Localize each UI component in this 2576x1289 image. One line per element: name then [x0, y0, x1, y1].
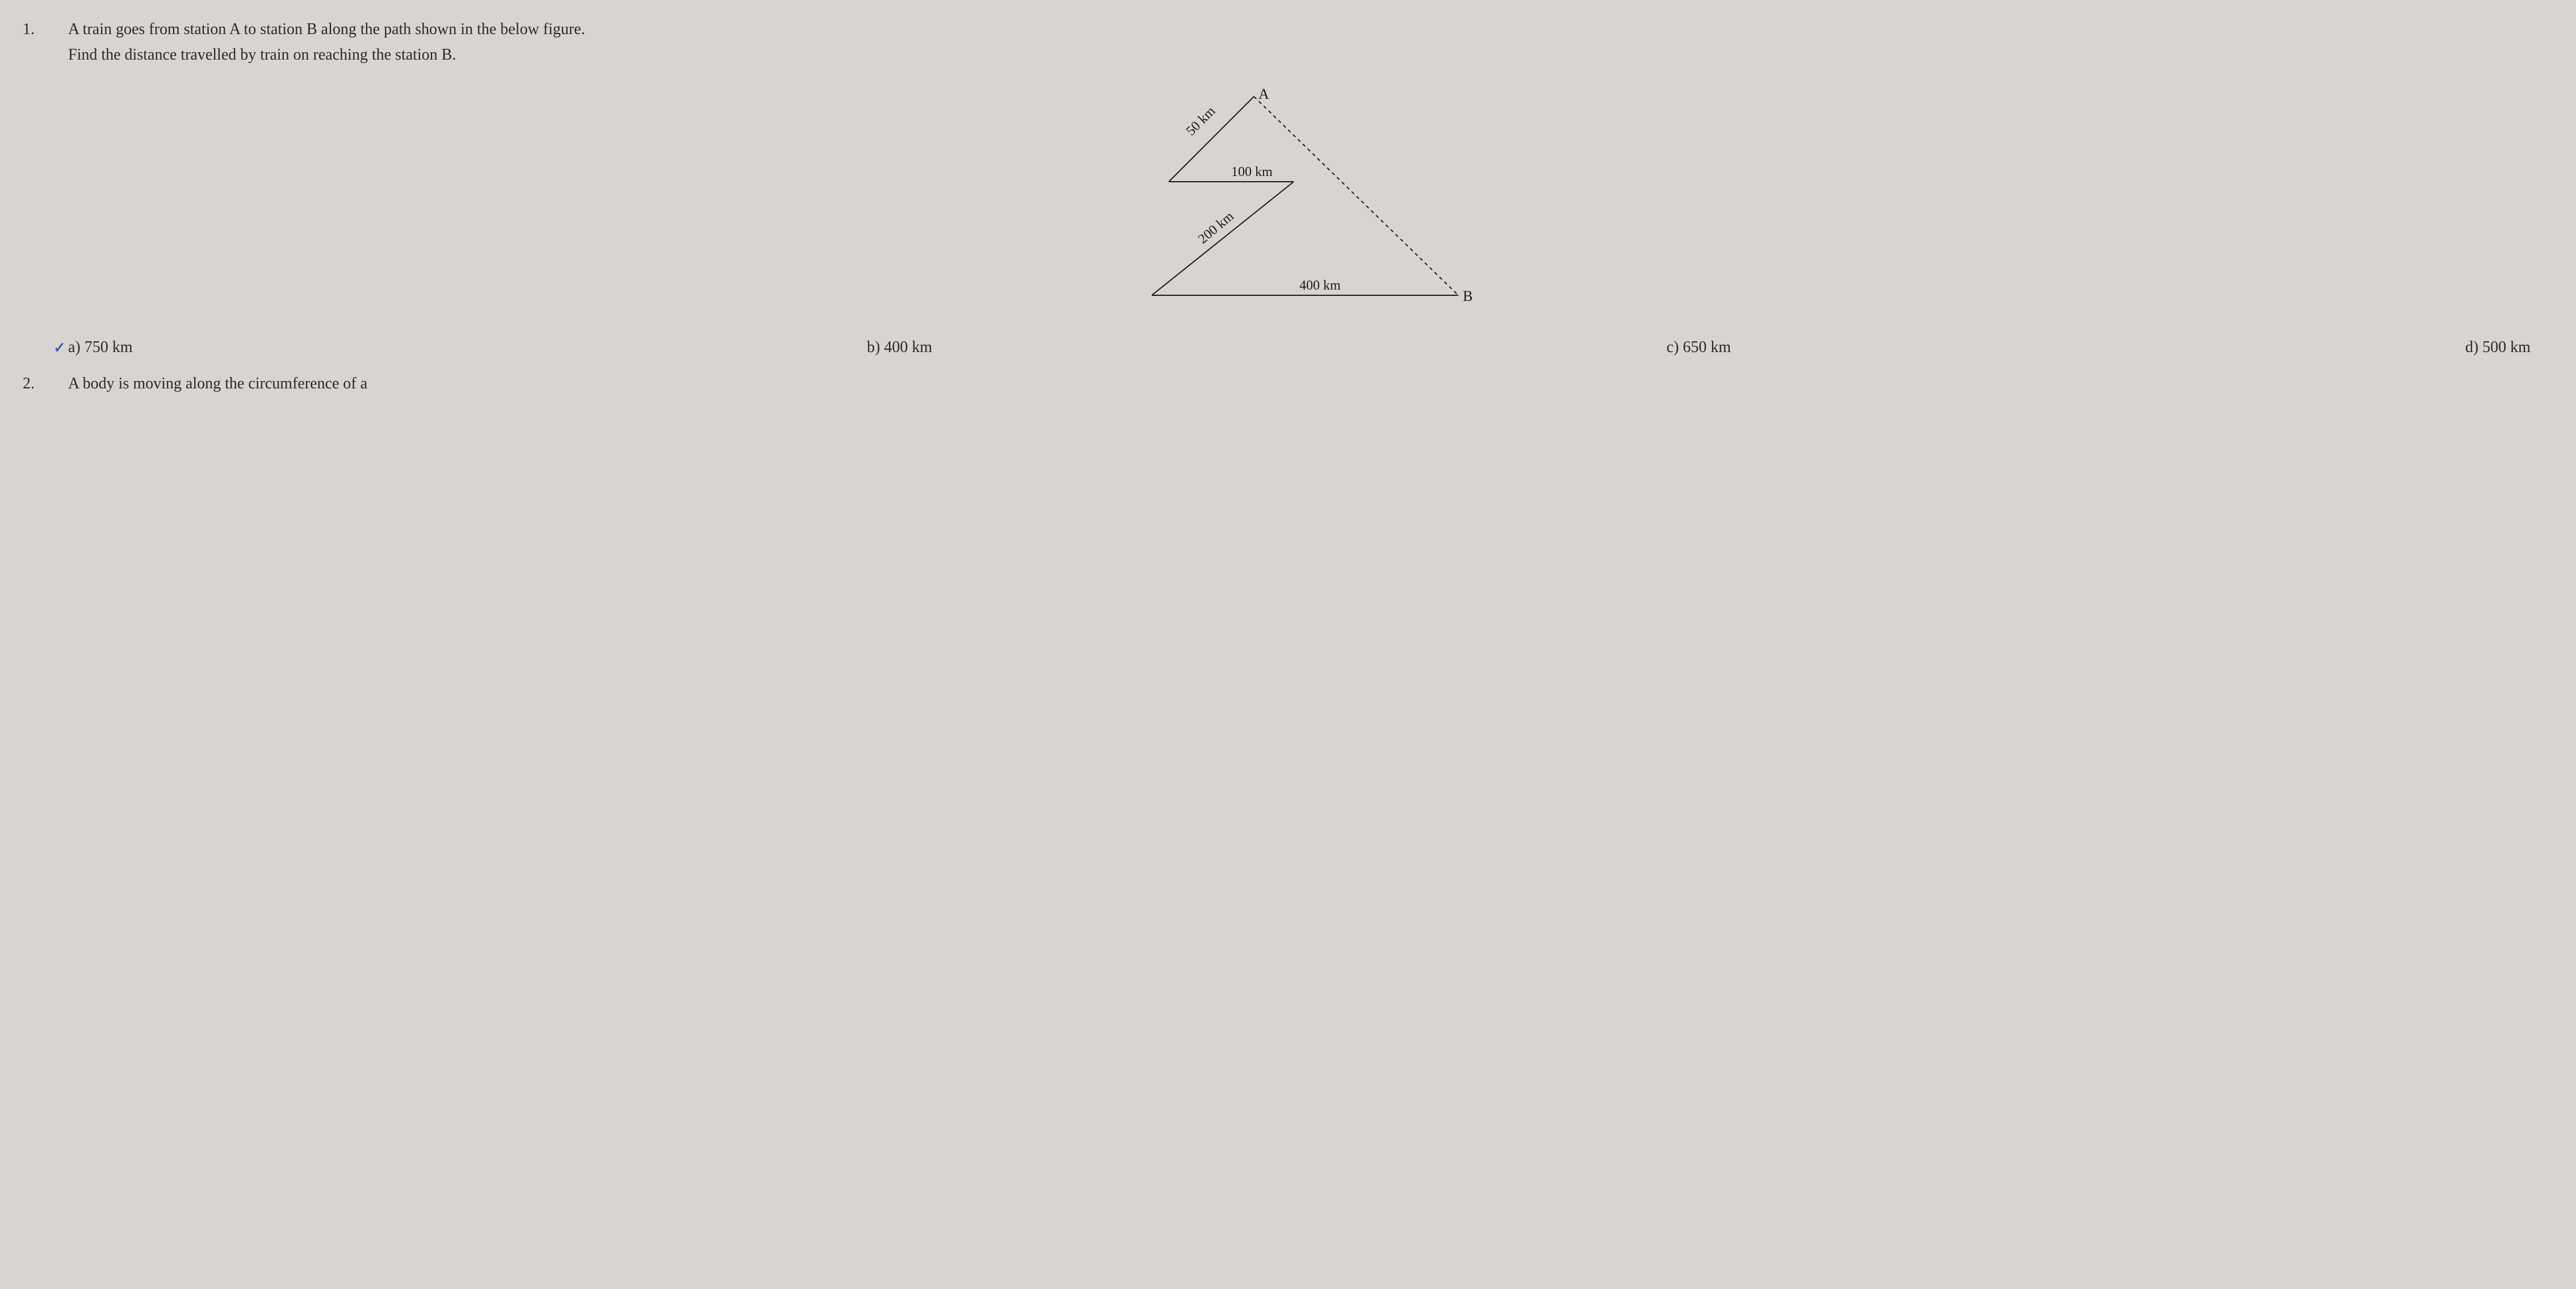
question-1-line2: Find the distance travelled by train on …	[68, 43, 2553, 68]
tick-icon: ✓	[53, 336, 66, 360]
option-a-text: a) 750 km	[68, 338, 133, 356]
question-1-line1: A train goes from station A to station B…	[68, 17, 2553, 43]
option-b[interactable]: b) 400 km	[867, 335, 932, 361]
option-b-text: b) 400 km	[867, 338, 932, 356]
segment	[1152, 182, 1294, 295]
segment-label: 200 km	[1195, 208, 1237, 246]
question-1-number: 1.	[23, 17, 51, 68]
option-d-text: d) 500 km	[2465, 338, 2531, 356]
segment-label: 100 km	[1231, 165, 1273, 179]
path-diagram: 50 km 100 km 200 km 400 km A B	[1084, 79, 1492, 318]
segment-label: 50 km	[1184, 103, 1219, 139]
dashed-line	[1254, 97, 1458, 295]
question-1-text: A train goes from station A to station B…	[68, 17, 2553, 68]
figure-container: 50 km 100 km 200 km 400 km A B	[23, 79, 2553, 318]
question-1-row: 1. A train goes from station A to statio…	[23, 17, 2553, 68]
question-2-text: A body is moving along the circumference…	[68, 371, 2553, 397]
option-a[interactable]: ✓ a) 750 km	[68, 335, 133, 361]
option-d[interactable]: d) 500 km	[2465, 335, 2531, 361]
segment-label: 400 km	[1299, 278, 1341, 293]
option-c-text: c) 650 km	[1667, 338, 1731, 356]
options-row: ✓ a) 750 km b) 400 km c) 650 km d) 500 k…	[23, 335, 2553, 361]
question-1: 1. A train goes from station A to statio…	[23, 17, 2553, 360]
label-a: A	[1258, 86, 1269, 102]
option-c[interactable]: c) 650 km	[1667, 335, 1731, 361]
path-segments: 50 km 100 km 200 km 400 km	[1152, 97, 1458, 295]
question-2-number: 2.	[23, 371, 51, 397]
label-b: B	[1463, 288, 1472, 304]
question-2: 2. A body is moving along the circumfere…	[23, 371, 2553, 397]
